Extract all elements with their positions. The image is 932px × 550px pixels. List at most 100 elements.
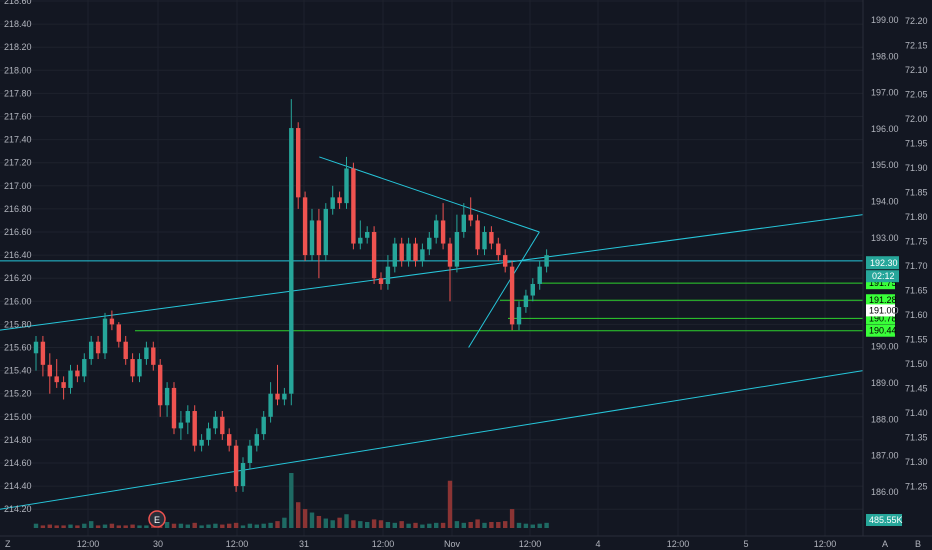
candle-body xyxy=(261,416,266,435)
volume-bar xyxy=(240,525,246,528)
volume-bar xyxy=(537,523,542,528)
right-axis-label: 199.00 xyxy=(871,15,899,25)
volume-bar xyxy=(503,521,508,528)
candle-body xyxy=(109,318,115,325)
volume-bar xyxy=(323,518,328,528)
volume-bar xyxy=(268,522,273,528)
right-axis-label: 193.00 xyxy=(871,233,899,243)
right-axis-label: 190.00 xyxy=(871,342,899,352)
secondary-axis-label: 71.30 xyxy=(905,457,928,467)
secondary-price-axis[interactable]: 72.20 72.15 72.10 72.05 72.00 71.95 71.90 71.85… xyxy=(905,16,928,492)
volume-bar xyxy=(392,522,397,528)
left-axis-label: 218.60 xyxy=(4,0,32,6)
candle-body xyxy=(496,243,501,256)
left-axis-label: 215.20 xyxy=(4,389,32,399)
candle-body xyxy=(447,243,453,267)
left-axis-label: 218.00 xyxy=(4,65,32,75)
candle-body xyxy=(123,341,128,360)
right-axis-label: 189.00 xyxy=(871,378,899,388)
secondary-axis-label: 71.60 xyxy=(905,310,928,320)
candle-body xyxy=(406,243,411,261)
volume-bar xyxy=(137,525,142,528)
candle-body xyxy=(144,347,149,360)
volume-bar xyxy=(227,523,232,528)
hidden-level-label: 191.00 xyxy=(869,305,897,315)
left-axis-label: 215.00 xyxy=(4,412,32,422)
volume-bar xyxy=(89,521,94,528)
secondary-axis-label: 71.45 xyxy=(905,384,928,394)
volume-bar xyxy=(516,522,522,528)
volume-bar xyxy=(192,522,197,528)
countdown-label: 02:12 xyxy=(872,271,895,281)
secondary-axis-label: 71.55 xyxy=(905,335,928,345)
volume-bar xyxy=(509,509,515,528)
right-axis-label: 195.00 xyxy=(871,160,899,170)
volume-bar xyxy=(496,521,501,528)
trendline xyxy=(0,214,864,331)
left-axis-label: 215.40 xyxy=(4,366,32,376)
left-axis-label: 217.00 xyxy=(4,181,32,191)
candle-body xyxy=(392,243,397,267)
candle-body xyxy=(199,439,204,446)
event-markers[interactable]: E xyxy=(148,510,166,528)
candle-body xyxy=(516,307,522,325)
volume-label: 485.55K xyxy=(869,515,903,525)
trendlines[interactable] xyxy=(0,156,864,510)
candle-body xyxy=(213,416,218,429)
candle-body xyxy=(33,341,39,354)
volume-bar xyxy=(247,523,253,528)
volume-bar xyxy=(406,523,411,528)
candle-body xyxy=(440,220,446,244)
candle-body xyxy=(164,387,170,406)
secondary-axis-label: 71.70 xyxy=(905,261,928,271)
volume-bar xyxy=(254,524,259,528)
volume-tag xyxy=(866,514,902,526)
volume-bar xyxy=(178,523,184,528)
right-axis-label: 187.00 xyxy=(871,451,899,461)
candle-body xyxy=(54,376,59,383)
left-axis-label: 215.80 xyxy=(4,319,32,329)
secondary-axis-label: 71.95 xyxy=(905,139,928,149)
candle-body xyxy=(489,232,494,244)
volume-bar xyxy=(275,521,280,528)
trendline xyxy=(468,231,540,348)
time-axis-label: 12:00 xyxy=(667,539,690,549)
candle-body xyxy=(337,197,342,204)
volume-bar xyxy=(371,519,377,528)
candle-body xyxy=(302,197,308,256)
volume-bar xyxy=(454,521,460,528)
volume-bar xyxy=(95,525,101,528)
volume-bar xyxy=(61,525,66,528)
candles xyxy=(33,99,549,492)
left-axis-label: 216.60 xyxy=(4,227,32,237)
volume-bars xyxy=(33,473,549,528)
left-price-axis[interactable]: 218.60 218.40 218.20 218.00 217.80 217.60 217.… xyxy=(4,0,32,514)
left-axis-label: 215.60 xyxy=(4,343,32,353)
candle-body xyxy=(185,411,190,423)
candle-body xyxy=(282,393,287,400)
auto-scale-label: A xyxy=(882,539,888,549)
left-axis-label: 217.80 xyxy=(4,88,32,98)
candle-body xyxy=(399,243,404,261)
level-tag-label: 191.75 xyxy=(869,278,897,288)
candle-body xyxy=(220,416,225,435)
candle-body xyxy=(102,318,108,354)
secondary-axis-label: 71.85 xyxy=(905,188,928,198)
candle-body xyxy=(89,341,94,360)
volume-bar xyxy=(316,515,322,528)
price-levels xyxy=(135,282,863,332)
time-axis[interactable]: 12:00 30 12:00 31 12:00 Nov 12:00 4 12:00 5 12:00 Z… xyxy=(5,539,921,549)
left-axis-label: 216.20 xyxy=(4,273,32,283)
time-axis-label: 30 xyxy=(153,539,163,549)
volume-bar xyxy=(296,502,301,528)
candle-body xyxy=(434,220,439,238)
volume-bar xyxy=(123,525,128,528)
level-tag-label: 190.44 xyxy=(869,326,897,336)
candle-body xyxy=(116,324,121,342)
volume-bar xyxy=(420,524,425,528)
time-axis-label: 12:00 xyxy=(226,539,249,549)
candle-body xyxy=(468,214,473,221)
secondary-axis-label: 72.10 xyxy=(905,65,928,75)
